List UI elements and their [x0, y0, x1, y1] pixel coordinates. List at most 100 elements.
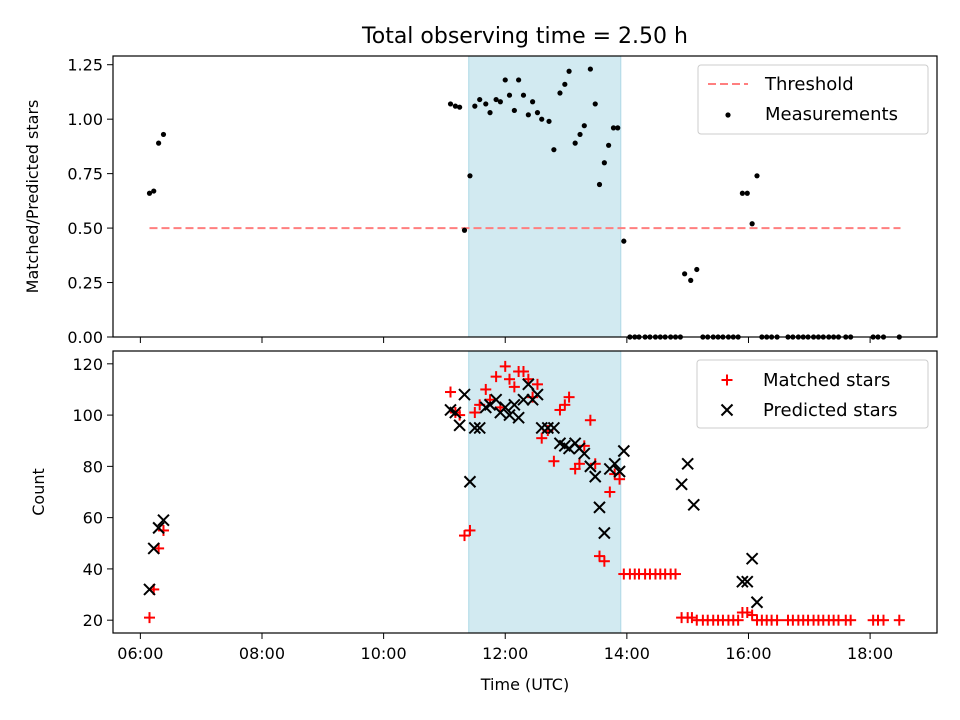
matched-stars-point [563, 391, 575, 403]
count-scatter [143, 360, 905, 626]
matched-stars-point [686, 612, 698, 624]
measurement-point [502, 77, 508, 83]
count-legend: Matched stars Predicted stars [696, 359, 929, 429]
x-axis-label: Time (UTC) [480, 675, 569, 694]
count-y-axis-label: Count [29, 468, 48, 516]
y-tick-label: 0.75 [67, 165, 103, 184]
measurement-point [146, 190, 153, 196]
x-tick-label: 14:00 [604, 644, 650, 663]
matched-stars-point [522, 373, 534, 385]
measurement-point [621, 238, 627, 244]
ratio-x-ticks [139, 337, 871, 343]
matched-stars-point [604, 486, 616, 498]
predicted-stars-point [508, 398, 521, 412]
observing-window-rect [468, 55, 622, 338]
predicted-stars-point [449, 406, 462, 419]
predicted-stars-point [147, 542, 160, 555]
predicted-stars-point [463, 475, 477, 488]
measurement-point [457, 104, 463, 110]
matched-stars-point [531, 378, 543, 390]
predicted-stars-point [531, 388, 544, 401]
predicted-stars-point [687, 498, 700, 512]
matched-stars-point [508, 381, 520, 393]
y-tick-label: 1.00 [67, 110, 103, 129]
matched-stars-point [593, 550, 605, 562]
predicted-stars-point [503, 408, 516, 422]
measurement-point [606, 142, 612, 148]
measurement-point [511, 107, 517, 114]
measurement-point [497, 99, 503, 105]
matched-stars-point [490, 371, 502, 383]
matched-stars-point [445, 386, 457, 398]
measurement-point [754, 173, 760, 179]
measurement-point [744, 190, 750, 196]
predicted-stars-point [598, 526, 611, 540]
matched-stars-point [771, 614, 783, 626]
measurement-point [447, 101, 454, 107]
matched-stars-point [548, 455, 560, 467]
count-plot-frame [112, 350, 938, 634]
predicted-stars-point [617, 444, 631, 458]
matched-stars-legend-marker [721, 374, 733, 386]
y-tick-label: 0.50 [67, 219, 103, 238]
predicted-stars-point [489, 393, 503, 406]
predicted-stars-point [468, 421, 482, 435]
measurement-point [493, 96, 499, 103]
observing-window-rect [468, 350, 622, 634]
measurement-point [587, 66, 593, 72]
y-tick-label: 60 [83, 509, 103, 528]
predicted-stars-point [613, 465, 626, 478]
predicted-stars-point [593, 501, 606, 514]
x-tick-label: 10:00 [361, 644, 407, 663]
predicted-stars-point [152, 521, 165, 535]
measurement-point [739, 190, 746, 196]
measurement-point [525, 112, 531, 118]
matched-stars-point [554, 404, 566, 416]
threshold-legend-label: Threshold [764, 74, 854, 95]
predicted-stars-point [517, 393, 530, 406]
ratio-legend-box [697, 64, 929, 135]
x-tick-label: 06:00 [117, 644, 163, 663]
predicted-stars-point [512, 411, 525, 424]
measurements-legend-label: Measurements [765, 104, 898, 125]
predicted-stars-point [143, 583, 156, 596]
measurement-point [694, 266, 700, 273]
y-tick-label: 120 [72, 355, 103, 374]
matched-stars-point [584, 414, 596, 426]
measurement-point [682, 271, 688, 277]
measurement-point [562, 81, 568, 87]
predicted-stars-point [578, 447, 591, 460]
measurement-point [688, 277, 694, 283]
matched-stars-point [458, 530, 470, 542]
predicted-stars-point [458, 388, 471, 401]
measurement-point [160, 131, 167, 138]
predicted-stars-point [589, 470, 602, 483]
predicted-stars-point [473, 421, 486, 435]
measurement-point [461, 227, 468, 233]
matched-stars-point [536, 432, 548, 444]
predicted-stars-point [736, 575, 749, 588]
matched-stars-point [670, 568, 682, 580]
x-tick-label: 18:00 [847, 644, 893, 663]
matched-stars-point [469, 407, 481, 419]
predicted-stars-point [584, 460, 597, 473]
predicted-stars-point [750, 596, 764, 609]
measurement-point [156, 140, 162, 146]
measurement-point [551, 147, 557, 153]
measurement-point [534, 110, 541, 116]
matched-stars-point [845, 614, 857, 626]
x-tick-label: 16:00 [725, 644, 771, 663]
measurement-point [592, 101, 598, 107]
predicted-stars-point [522, 378, 535, 391]
y-tick-label: 40 [83, 560, 103, 579]
y-tick-label: 100 [72, 406, 103, 425]
ratio-y-ticks: 0.00 0.25 0.50 0.75 1.00 1.25 [67, 56, 113, 347]
measurements-legend-swatch [725, 112, 731, 118]
matched-stars-point [503, 373, 515, 385]
measurement-point [546, 118, 552, 124]
measurement-point [610, 125, 617, 131]
measurement-point [483, 101, 489, 107]
measurement-point [557, 90, 563, 96]
matched-stars-point [746, 609, 758, 621]
